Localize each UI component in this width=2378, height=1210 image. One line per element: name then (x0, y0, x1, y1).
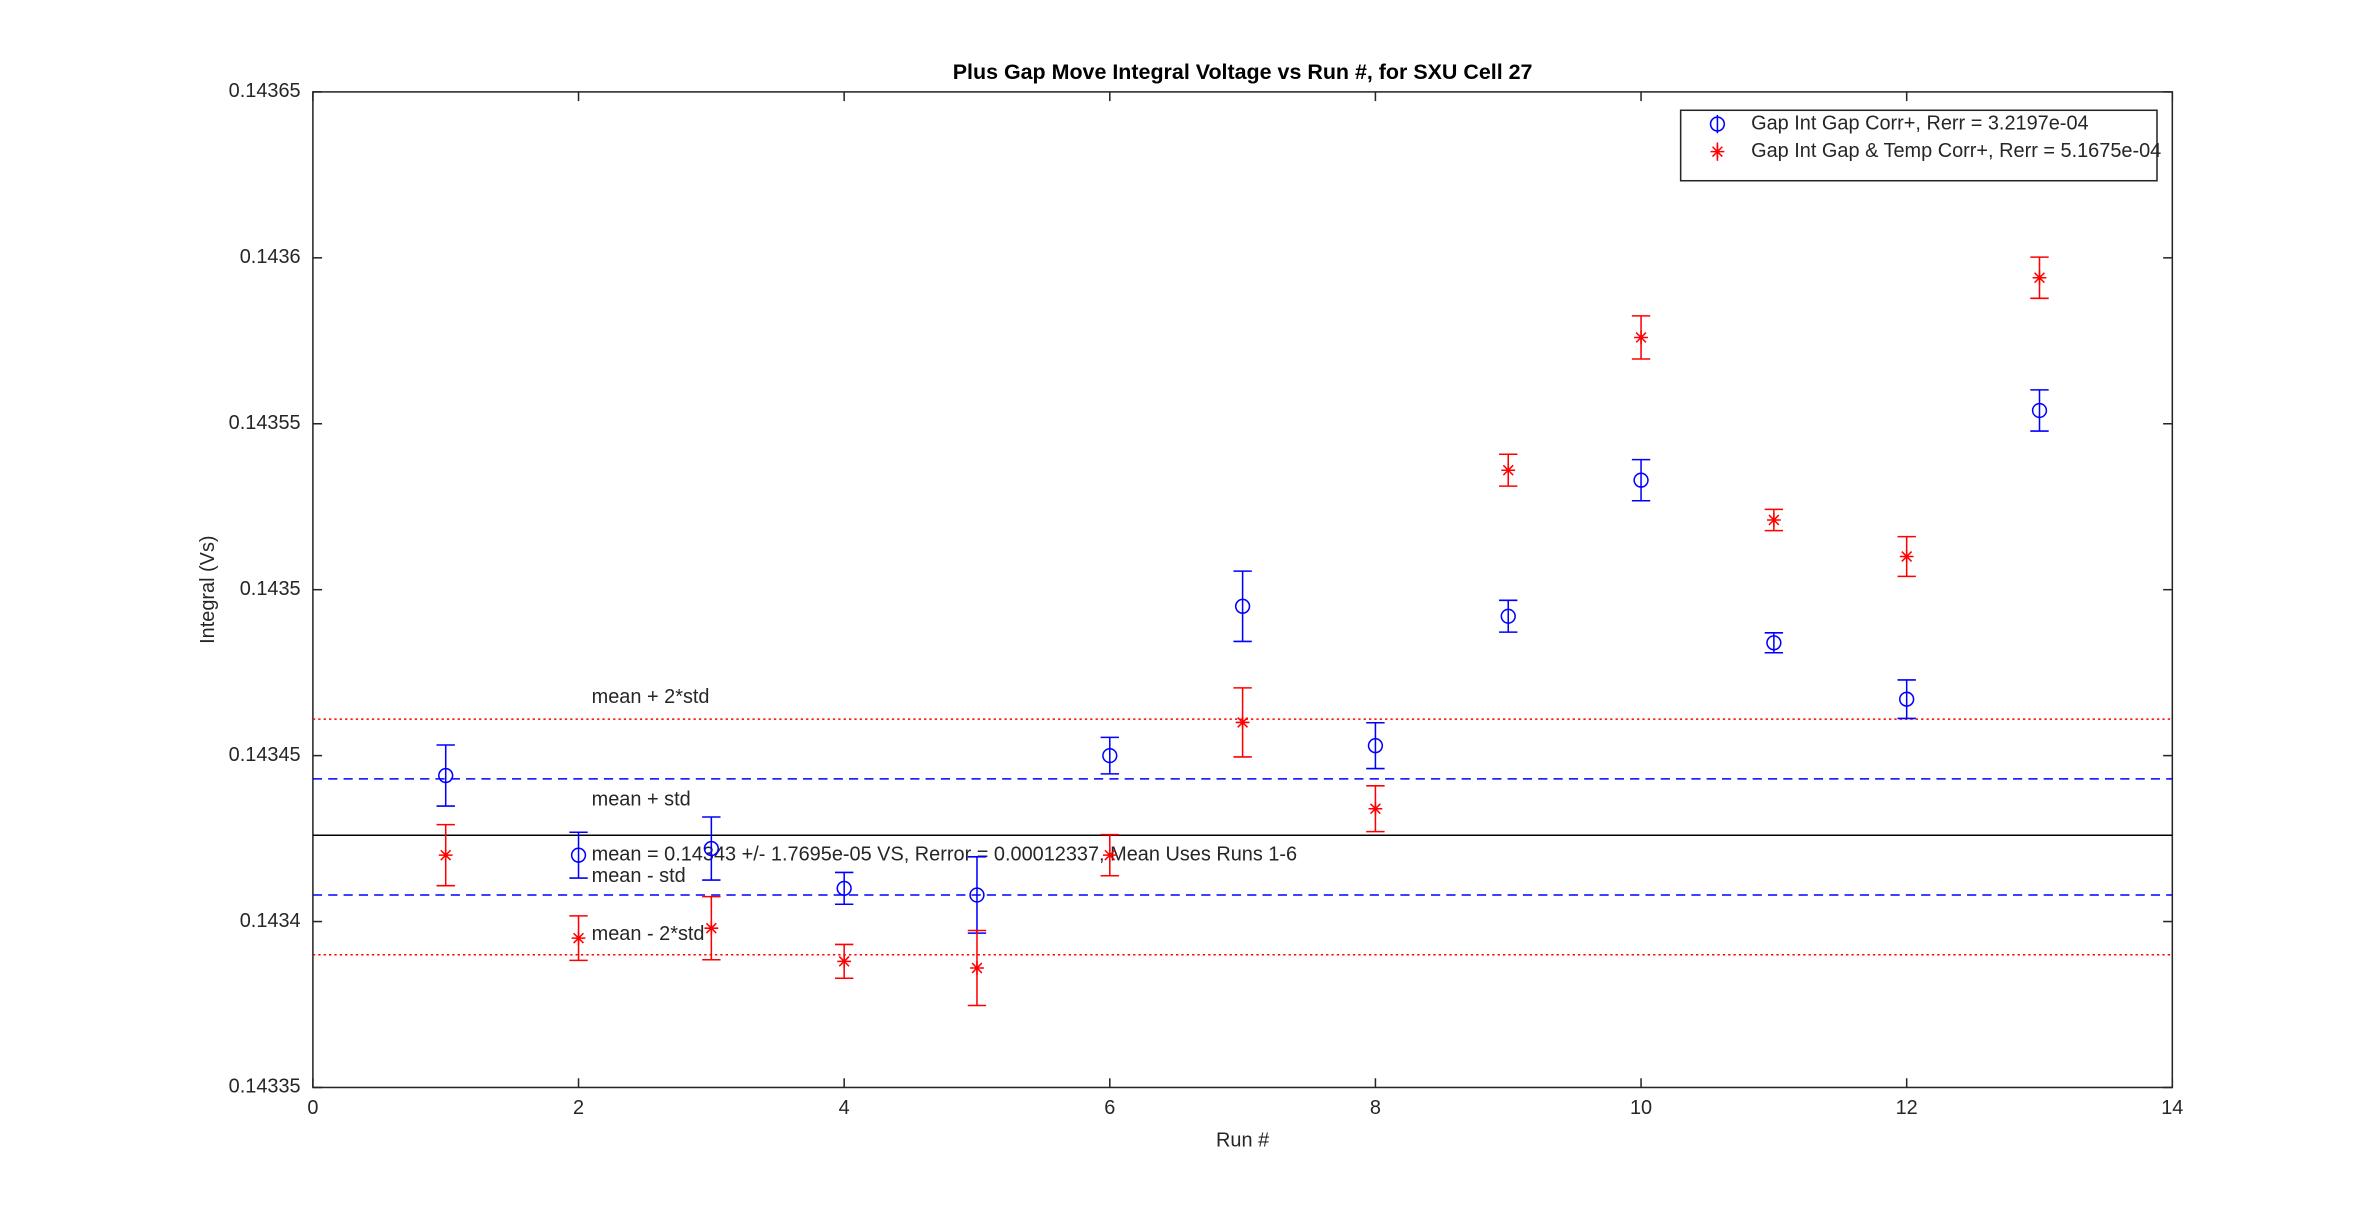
point (2032, 270, 2047, 285)
point (1899, 549, 1914, 564)
legend-box (1679, 109, 2158, 182)
x-tick-label: 4 (839, 1097, 850, 1119)
y-tick-label: 0.1435 (240, 578, 301, 600)
point (1235, 715, 1250, 730)
y-tick-label: 0.1436 (240, 246, 301, 268)
y-axis-label: Integral (Vs) (197, 535, 219, 643)
point (969, 887, 985, 903)
x-axis-label: Run # (1216, 1129, 1269, 1151)
error-bar (702, 816, 721, 881)
reference-label: mean = 0.14343 +/- 1.7695e-05 VS, Rerror… (592, 843, 1297, 865)
error-bar (436, 744, 455, 807)
point (1500, 608, 1516, 624)
legend-marker (1710, 144, 1725, 159)
axes-box (312, 91, 2174, 1089)
point (571, 931, 586, 946)
x-tick-label: 2 (573, 1097, 584, 1119)
point (1899, 691, 1915, 707)
x-tick-label: 14 (2161, 1097, 2183, 1119)
x-tick-label: 8 (1370, 1097, 1381, 1119)
point (1501, 463, 1516, 478)
y-tick-label: 0.14345 (229, 744, 301, 766)
error-bar (834, 871, 854, 906)
point (970, 961, 984, 975)
reference-label: mean - std (592, 865, 686, 887)
x-tick-label: 6 (1104, 1097, 1115, 1119)
point (1102, 747, 1118, 764)
point (570, 847, 587, 863)
point (1766, 513, 1781, 527)
error-bar (1631, 458, 1651, 502)
legend-label: Gap Int Gap Corr+, Rerr = 3.2197e-04 (1751, 112, 2088, 134)
point (837, 954, 852, 969)
point (1368, 801, 1383, 816)
point (1234, 598, 1251, 614)
y-tick-label: 0.1434 (240, 910, 301, 932)
error-bar (569, 831, 588, 879)
chart-title: Plus Gap Move Integral Voltage vs Run #,… (953, 60, 1533, 84)
reference-label: mean - 2*std (592, 923, 705, 945)
x-tick-label: 0 (307, 1097, 318, 1119)
y-tick-label: 0.14355 (229, 412, 301, 434)
point (1367, 737, 1384, 754)
y-tick-label: 0.14365 (229, 80, 301, 102)
x-tick-label: 12 (1896, 1097, 1918, 1119)
point (704, 921, 719, 936)
reference-label: mean + 2*std (592, 686, 710, 708)
legend-label: Gap Int Gap & Temp Corr+, Rerr = 5.1675e… (1751, 140, 2161, 162)
error-bar (1100, 736, 1119, 775)
point (1634, 330, 1648, 345)
point (438, 767, 454, 784)
point (836, 880, 852, 897)
x-tick-label: 10 (1630, 1097, 1652, 1119)
legend-marker (1709, 116, 1726, 132)
error-bar (1897, 679, 1916, 720)
error-bar (2030, 389, 2049, 432)
error-bar (1499, 599, 1518, 633)
point (1766, 635, 1782, 651)
y-tick-label: 0.14335 (229, 1076, 301, 1098)
error-bar (1233, 570, 1252, 643)
point (1633, 472, 1649, 488)
error-bar (1366, 721, 1385, 770)
point (2031, 402, 2048, 419)
point (1102, 848, 1117, 863)
point (438, 848, 453, 863)
point (703, 840, 720, 857)
reference-label: mean + std (592, 789, 691, 811)
